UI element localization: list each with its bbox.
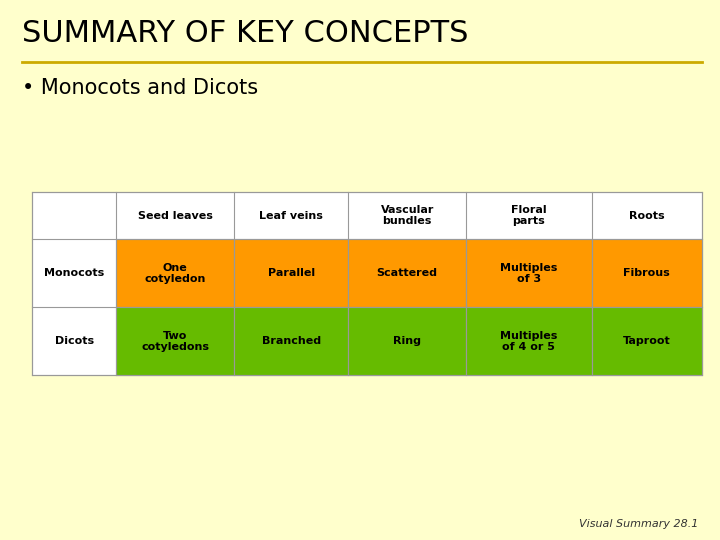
Text: Roots: Roots [629,211,665,220]
Text: Dicots: Dicots [55,336,94,346]
Text: Vascular
bundles: Vascular bundles [380,205,434,226]
FancyBboxPatch shape [116,239,234,307]
Text: • Monocots and Dicots: • Monocots and Dicots [22,78,258,98]
Text: Two
cotyledons: Two cotyledons [141,330,209,352]
Text: SUMMARY OF KEY CONCEPTS: SUMMARY OF KEY CONCEPTS [22,19,468,48]
FancyBboxPatch shape [348,307,466,375]
Text: Multiples
of 3: Multiples of 3 [500,262,557,284]
Text: Seed leaves: Seed leaves [138,211,212,220]
FancyBboxPatch shape [116,307,234,375]
FancyBboxPatch shape [466,307,592,375]
Text: Visual Summary 28.1: Visual Summary 28.1 [579,519,698,529]
FancyBboxPatch shape [592,307,702,375]
Text: Taproot: Taproot [623,336,671,346]
Text: Floral
parts: Floral parts [511,205,546,226]
FancyBboxPatch shape [32,192,702,375]
FancyBboxPatch shape [234,239,348,307]
FancyBboxPatch shape [466,239,592,307]
Text: Parallel: Parallel [268,268,315,279]
Text: Monocots: Monocots [44,268,104,279]
Text: Ring: Ring [393,336,421,346]
Text: Leaf veins: Leaf veins [259,211,323,220]
Text: Multiples
of 4 or 5: Multiples of 4 or 5 [500,330,557,352]
Text: One
cotyledon: One cotyledon [145,262,206,284]
FancyBboxPatch shape [348,239,466,307]
Text: Branched: Branched [261,336,320,346]
Text: Fibrous: Fibrous [624,268,670,279]
FancyBboxPatch shape [592,239,702,307]
Text: Scattered: Scattered [377,268,438,279]
FancyBboxPatch shape [234,307,348,375]
